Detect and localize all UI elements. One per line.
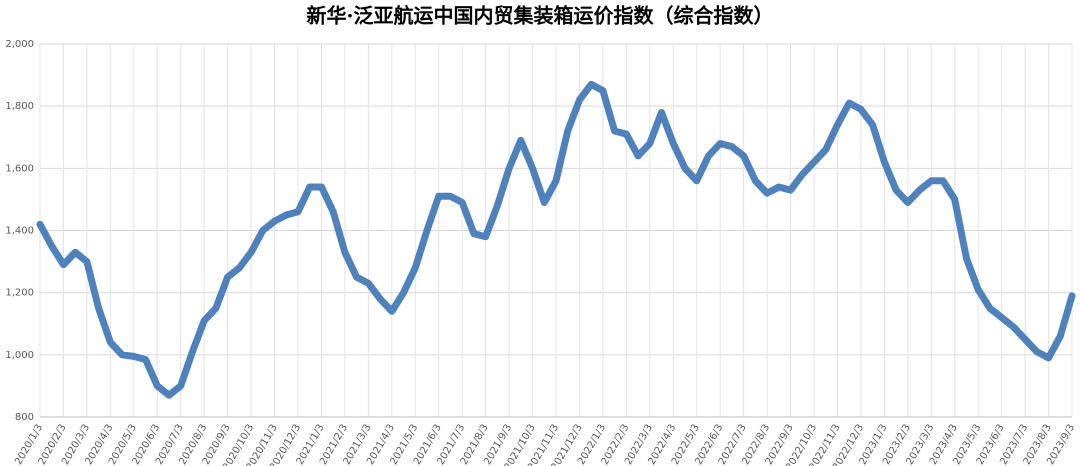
line-series (36, 80, 1076, 399)
y-tick-label: 2,000 (5, 39, 34, 50)
chart-title: 新华·泛亚航运中国内贸集装箱运价指数（综合指数） (307, 4, 774, 28)
y-tick-label: 1,000 (5, 350, 34, 361)
y-tick-label: 1,400 (5, 226, 34, 237)
y-tick-label: 1,200 (5, 288, 34, 299)
y-tick-label: 800 (15, 412, 34, 423)
y-tick-label: 1,800 (5, 101, 34, 112)
y-tick-label: 1,600 (5, 163, 34, 174)
